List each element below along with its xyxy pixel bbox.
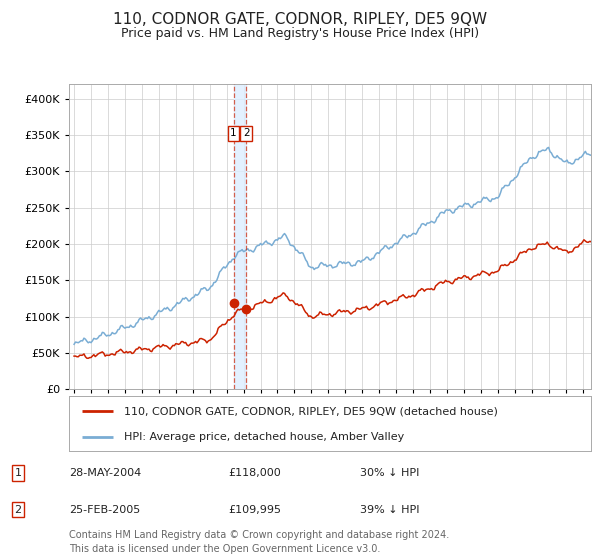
Text: HPI: Average price, detached house, Amber Valley: HPI: Average price, detached house, Ambe… <box>124 432 404 441</box>
Text: 28-MAY-2004: 28-MAY-2004 <box>69 468 141 478</box>
Text: £109,995: £109,995 <box>228 505 281 515</box>
Text: 1: 1 <box>230 128 237 138</box>
Text: 110, CODNOR GATE, CODNOR, RIPLEY, DE5 9QW: 110, CODNOR GATE, CODNOR, RIPLEY, DE5 9Q… <box>113 12 487 27</box>
Bar <box>233 84 246 389</box>
Text: 110, CODNOR GATE, CODNOR, RIPLEY, DE5 9QW (detached house): 110, CODNOR GATE, CODNOR, RIPLEY, DE5 9Q… <box>124 407 497 416</box>
Text: Contains HM Land Registry data © Crown copyright and database right 2024.
This d: Contains HM Land Registry data © Crown c… <box>69 530 449 554</box>
Text: 25-FEB-2005: 25-FEB-2005 <box>69 505 140 515</box>
Text: 30% ↓ HPI: 30% ↓ HPI <box>360 468 419 478</box>
Text: 1: 1 <box>14 468 22 478</box>
Text: £118,000: £118,000 <box>228 468 281 478</box>
Text: 2: 2 <box>14 505 22 515</box>
Text: Price paid vs. HM Land Registry's House Price Index (HPI): Price paid vs. HM Land Registry's House … <box>121 27 479 40</box>
Text: 2: 2 <box>243 128 250 138</box>
Text: 39% ↓ HPI: 39% ↓ HPI <box>360 505 419 515</box>
